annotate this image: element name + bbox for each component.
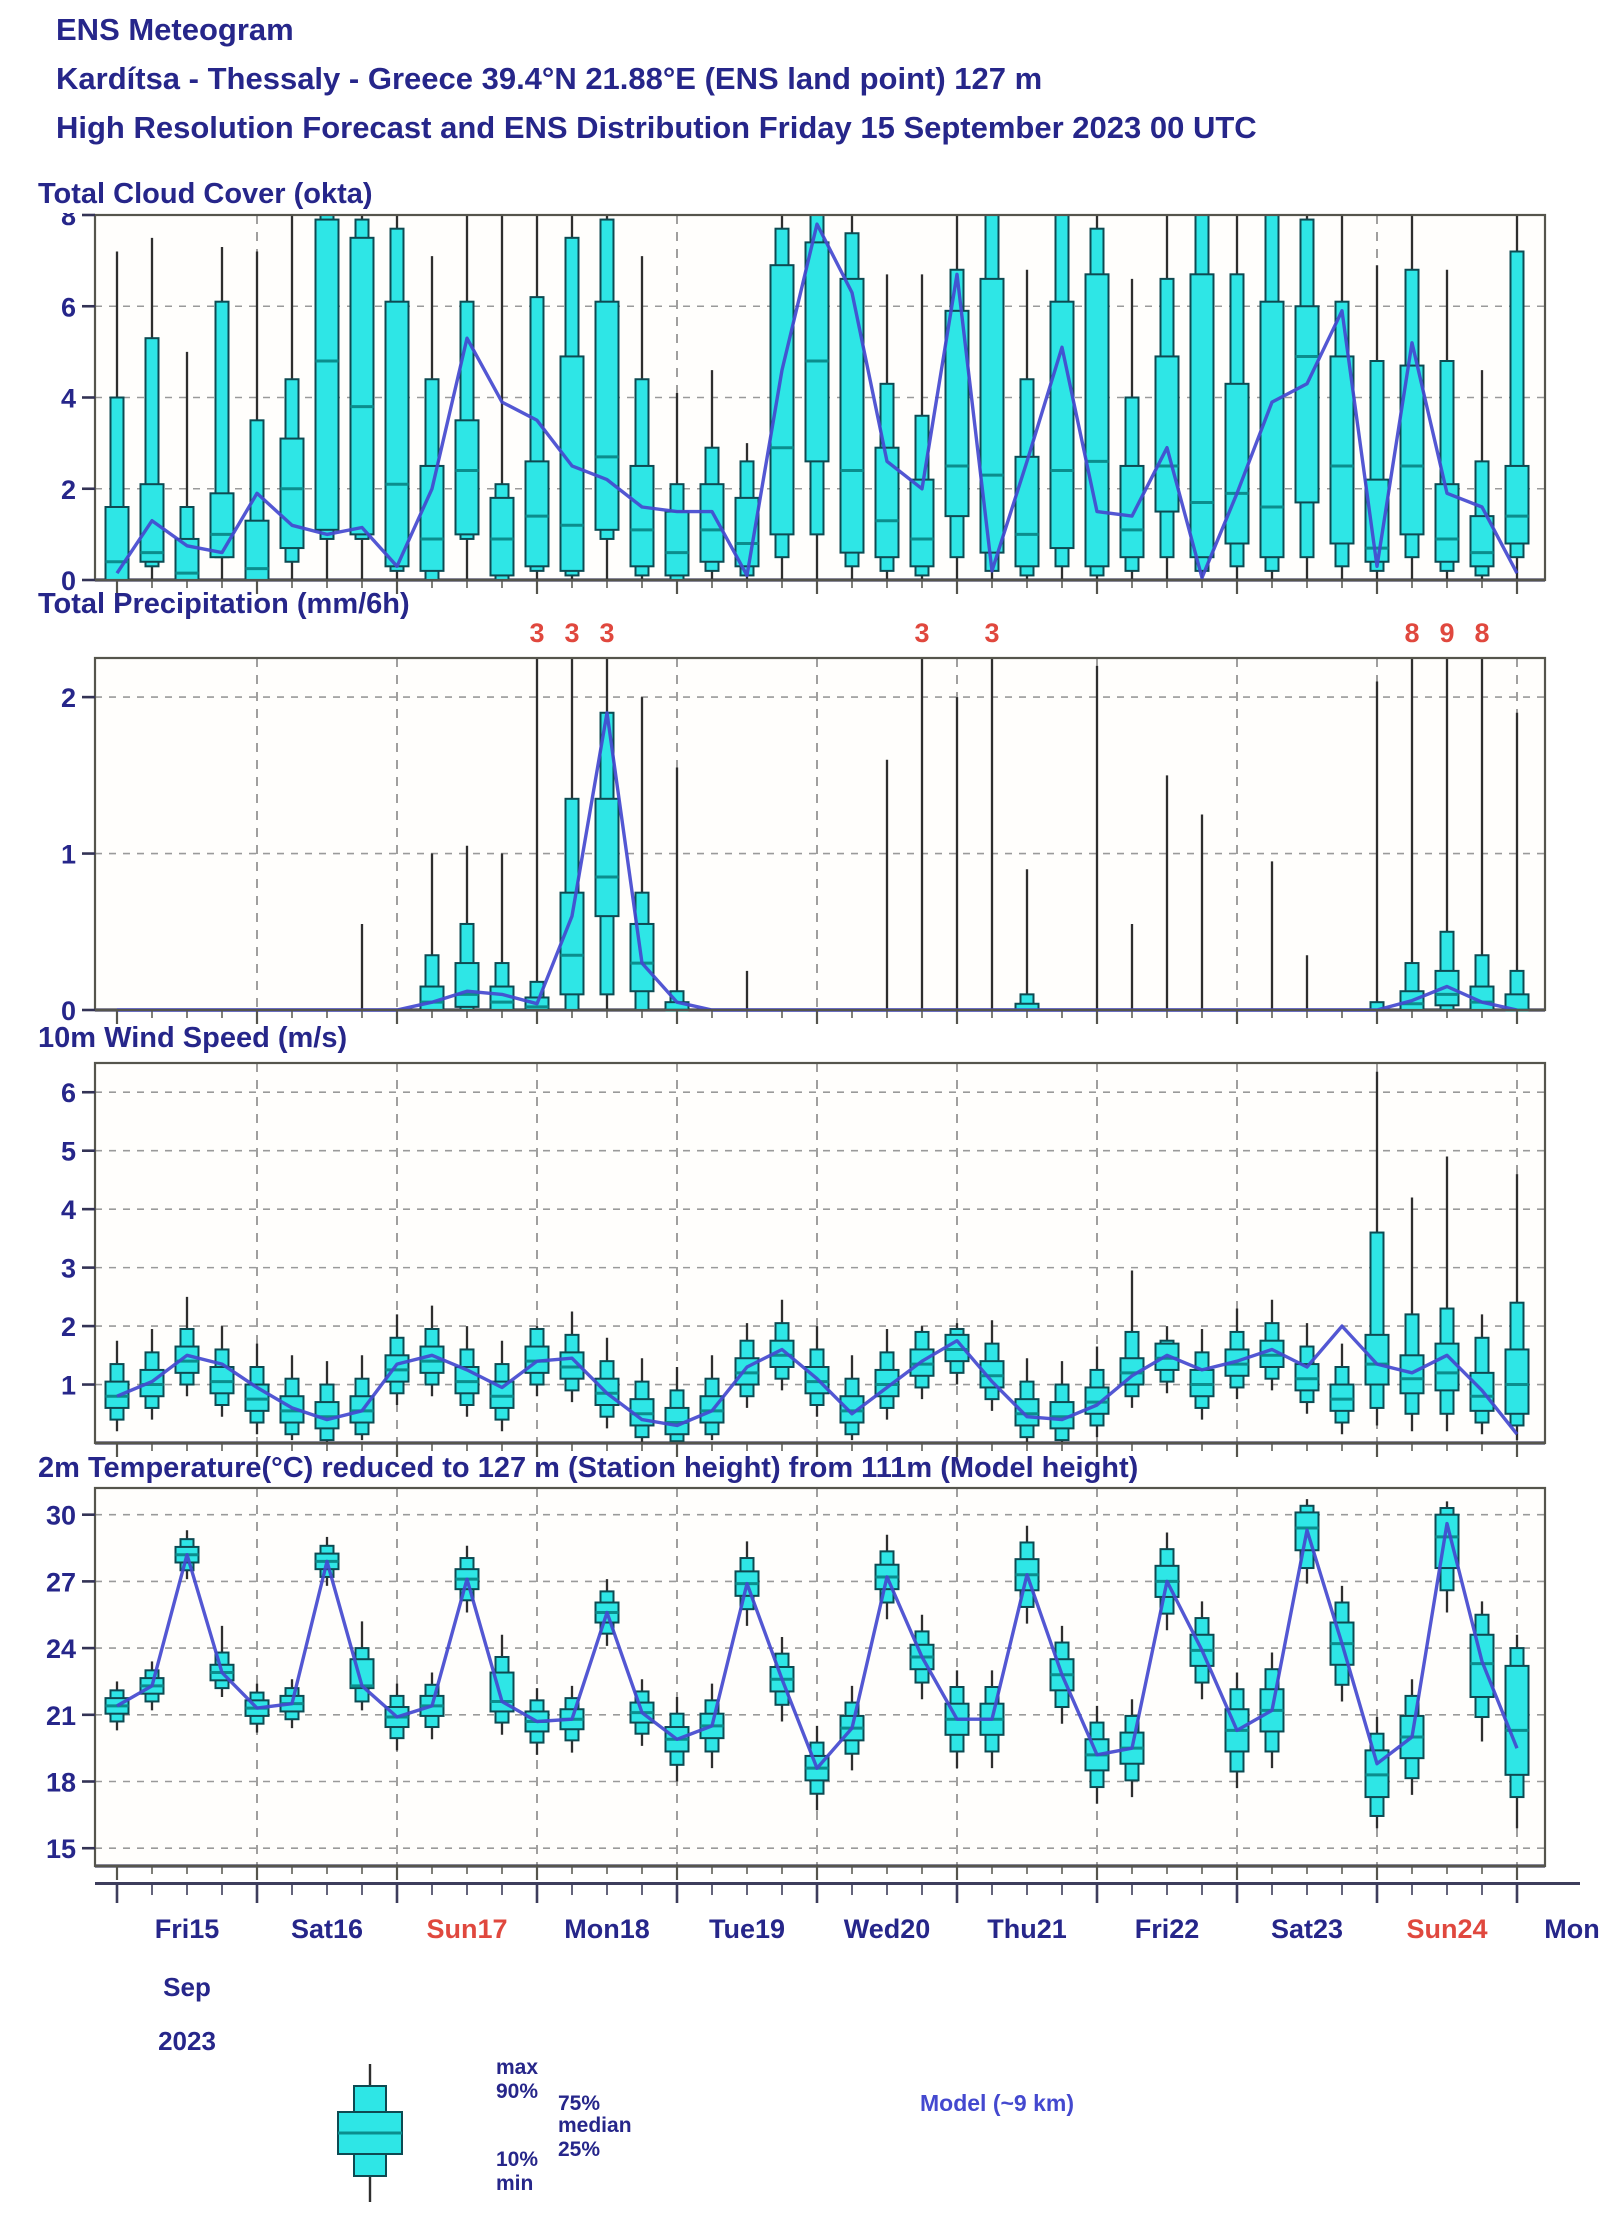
svg-text:3: 3 (61, 1254, 76, 1284)
wind-gridlines (95, 1063, 1545, 1443)
svg-text:5: 5 (61, 1137, 76, 1167)
location-line: Kardítsa - Thessaly - Greece 39.4°N 21.8… (56, 61, 1043, 96)
svg-text:27: 27 (46, 1567, 76, 1597)
svg-text:2: 2 (61, 1312, 76, 1342)
svg-text:1: 1 (61, 840, 76, 870)
precip-box-plots (360, 658, 1530, 1012)
day-label: Mon18 (564, 1914, 650, 1944)
svg-text:30: 30 (46, 1501, 76, 1531)
precip-overflow-value: 3 (914, 618, 929, 648)
cloud-axis-ticks: 0 2 4 6 8 (61, 201, 1519, 596)
wind-speed-chart: 1 2 3 4 5 6 (40, 1061, 1600, 1463)
day-label: Sun17 (426, 1914, 507, 1944)
temp-svg: 15 18 21 24 27 30 Fri15 Sat16 Sun17 Mon18 Tue19 Wed… (46, 1486, 1600, 2056)
wind-axis-ticks: 1 2 3 4 5 6 (61, 1078, 1519, 1457)
svg-text:18: 18 (46, 1768, 76, 1798)
legend-model-label: Model (~9 km) (920, 2090, 1075, 2116)
svg-text:4: 4 (61, 384, 76, 414)
precip-panel-title: Total Precipitation (mm/6h) (38, 588, 410, 620)
precip-overflow-value: 3 (564, 618, 579, 648)
day-label: Fri15 (155, 1914, 220, 1944)
precip-overflow-value: 9 (1439, 618, 1454, 648)
cloud-cover-chart: 0 2 4 6 8 (40, 201, 1600, 601)
wind-svg: 1 2 3 4 5 6 (61, 1061, 1547, 1457)
day-label: Sun24 (1406, 1914, 1487, 1944)
cloud-svg: 0 2 4 6 8 (61, 201, 1547, 596)
temp-panel-title: 2m Temperature(°C) reduced to 127 m (Sta… (38, 1452, 1139, 1484)
legend-median-label: median (558, 2114, 632, 2137)
svg-text:2: 2 (61, 683, 76, 713)
day-label: Thu21 (987, 1914, 1067, 1944)
day-label: Mon25 (1544, 1914, 1600, 1944)
day-label: Sat23 (1271, 1914, 1343, 1944)
page-title: ENS Meteogram (56, 12, 294, 47)
svg-text:4: 4 (61, 1195, 76, 1225)
day-label: Sat16 (291, 1914, 363, 1944)
temp-model-line (116, 1521, 1519, 1770)
cloud-panel-title: Total Cloud Cover (okta) (38, 178, 373, 210)
forecast-info-line: High Resolution Forecast and ENS Distrib… (56, 110, 1257, 145)
legend-90pct-label: 90% (496, 2080, 539, 2103)
svg-text:1: 1 (61, 1371, 76, 1401)
svg-text:0: 0 (61, 566, 76, 596)
precip-overflow-value: 8 (1404, 618, 1419, 648)
wind-panel-title: 10m Wind Speed (m/s) (38, 1022, 348, 1054)
svg-text:21: 21 (46, 1701, 76, 1731)
precip-overflow-value: 3 (529, 618, 544, 648)
legend-75pct-label: 75% (558, 2092, 601, 2115)
month-label: Sep (163, 1972, 211, 2002)
svg-text:15: 15 (46, 1834, 76, 1864)
day-label: Fri22 (1135, 1914, 1200, 1944)
precip-axis-ticks: 0 1 2 (61, 683, 1519, 1026)
wind-model-line (116, 1324, 1519, 1436)
svg-text:2: 2 (61, 475, 76, 505)
time-axis: Fri15 Sat16 Sun17 Mon18 Tue19 Wed20 Thu21 Fri22… (95, 1882, 1600, 2056)
svg-text:6: 6 (61, 292, 76, 322)
legend-min-label: min (496, 2172, 534, 2195)
svg-text:8: 8 (61, 213, 76, 231)
legend-glyph-svg (337, 2064, 403, 2202)
day-label: Tue19 (709, 1914, 785, 1944)
precip-overflow-value: 8 (1474, 618, 1489, 648)
temp-axis-ticks: 15 18 21 24 27 30 (46, 1501, 1519, 1880)
day-label: Wed20 (844, 1914, 931, 1944)
legend-max-label: max (496, 2056, 539, 2079)
legend-25pct-label: 25% (558, 2138, 601, 2161)
legend-10pct-label: 10% (496, 2148, 539, 2171)
precip-overflow-value: 3 (984, 618, 999, 648)
svg-text:24: 24 (46, 1634, 76, 1664)
wind-box-plots (104, 1071, 1530, 1443)
legend-boxplot-icon (300, 2058, 440, 2208)
temperature-chart: 15 18 21 24 27 30 Fri15 Sat16 Sun17 Mon18 Tue19 Wed… (40, 1486, 1600, 2061)
cloud-model-line (115, 222, 1519, 580)
svg-text:0: 0 (61, 996, 76, 1026)
svg-text:6: 6 (61, 1078, 76, 1108)
precip-overflow-value: 3 (599, 618, 614, 648)
year-label: 2023 (158, 2026, 216, 2056)
